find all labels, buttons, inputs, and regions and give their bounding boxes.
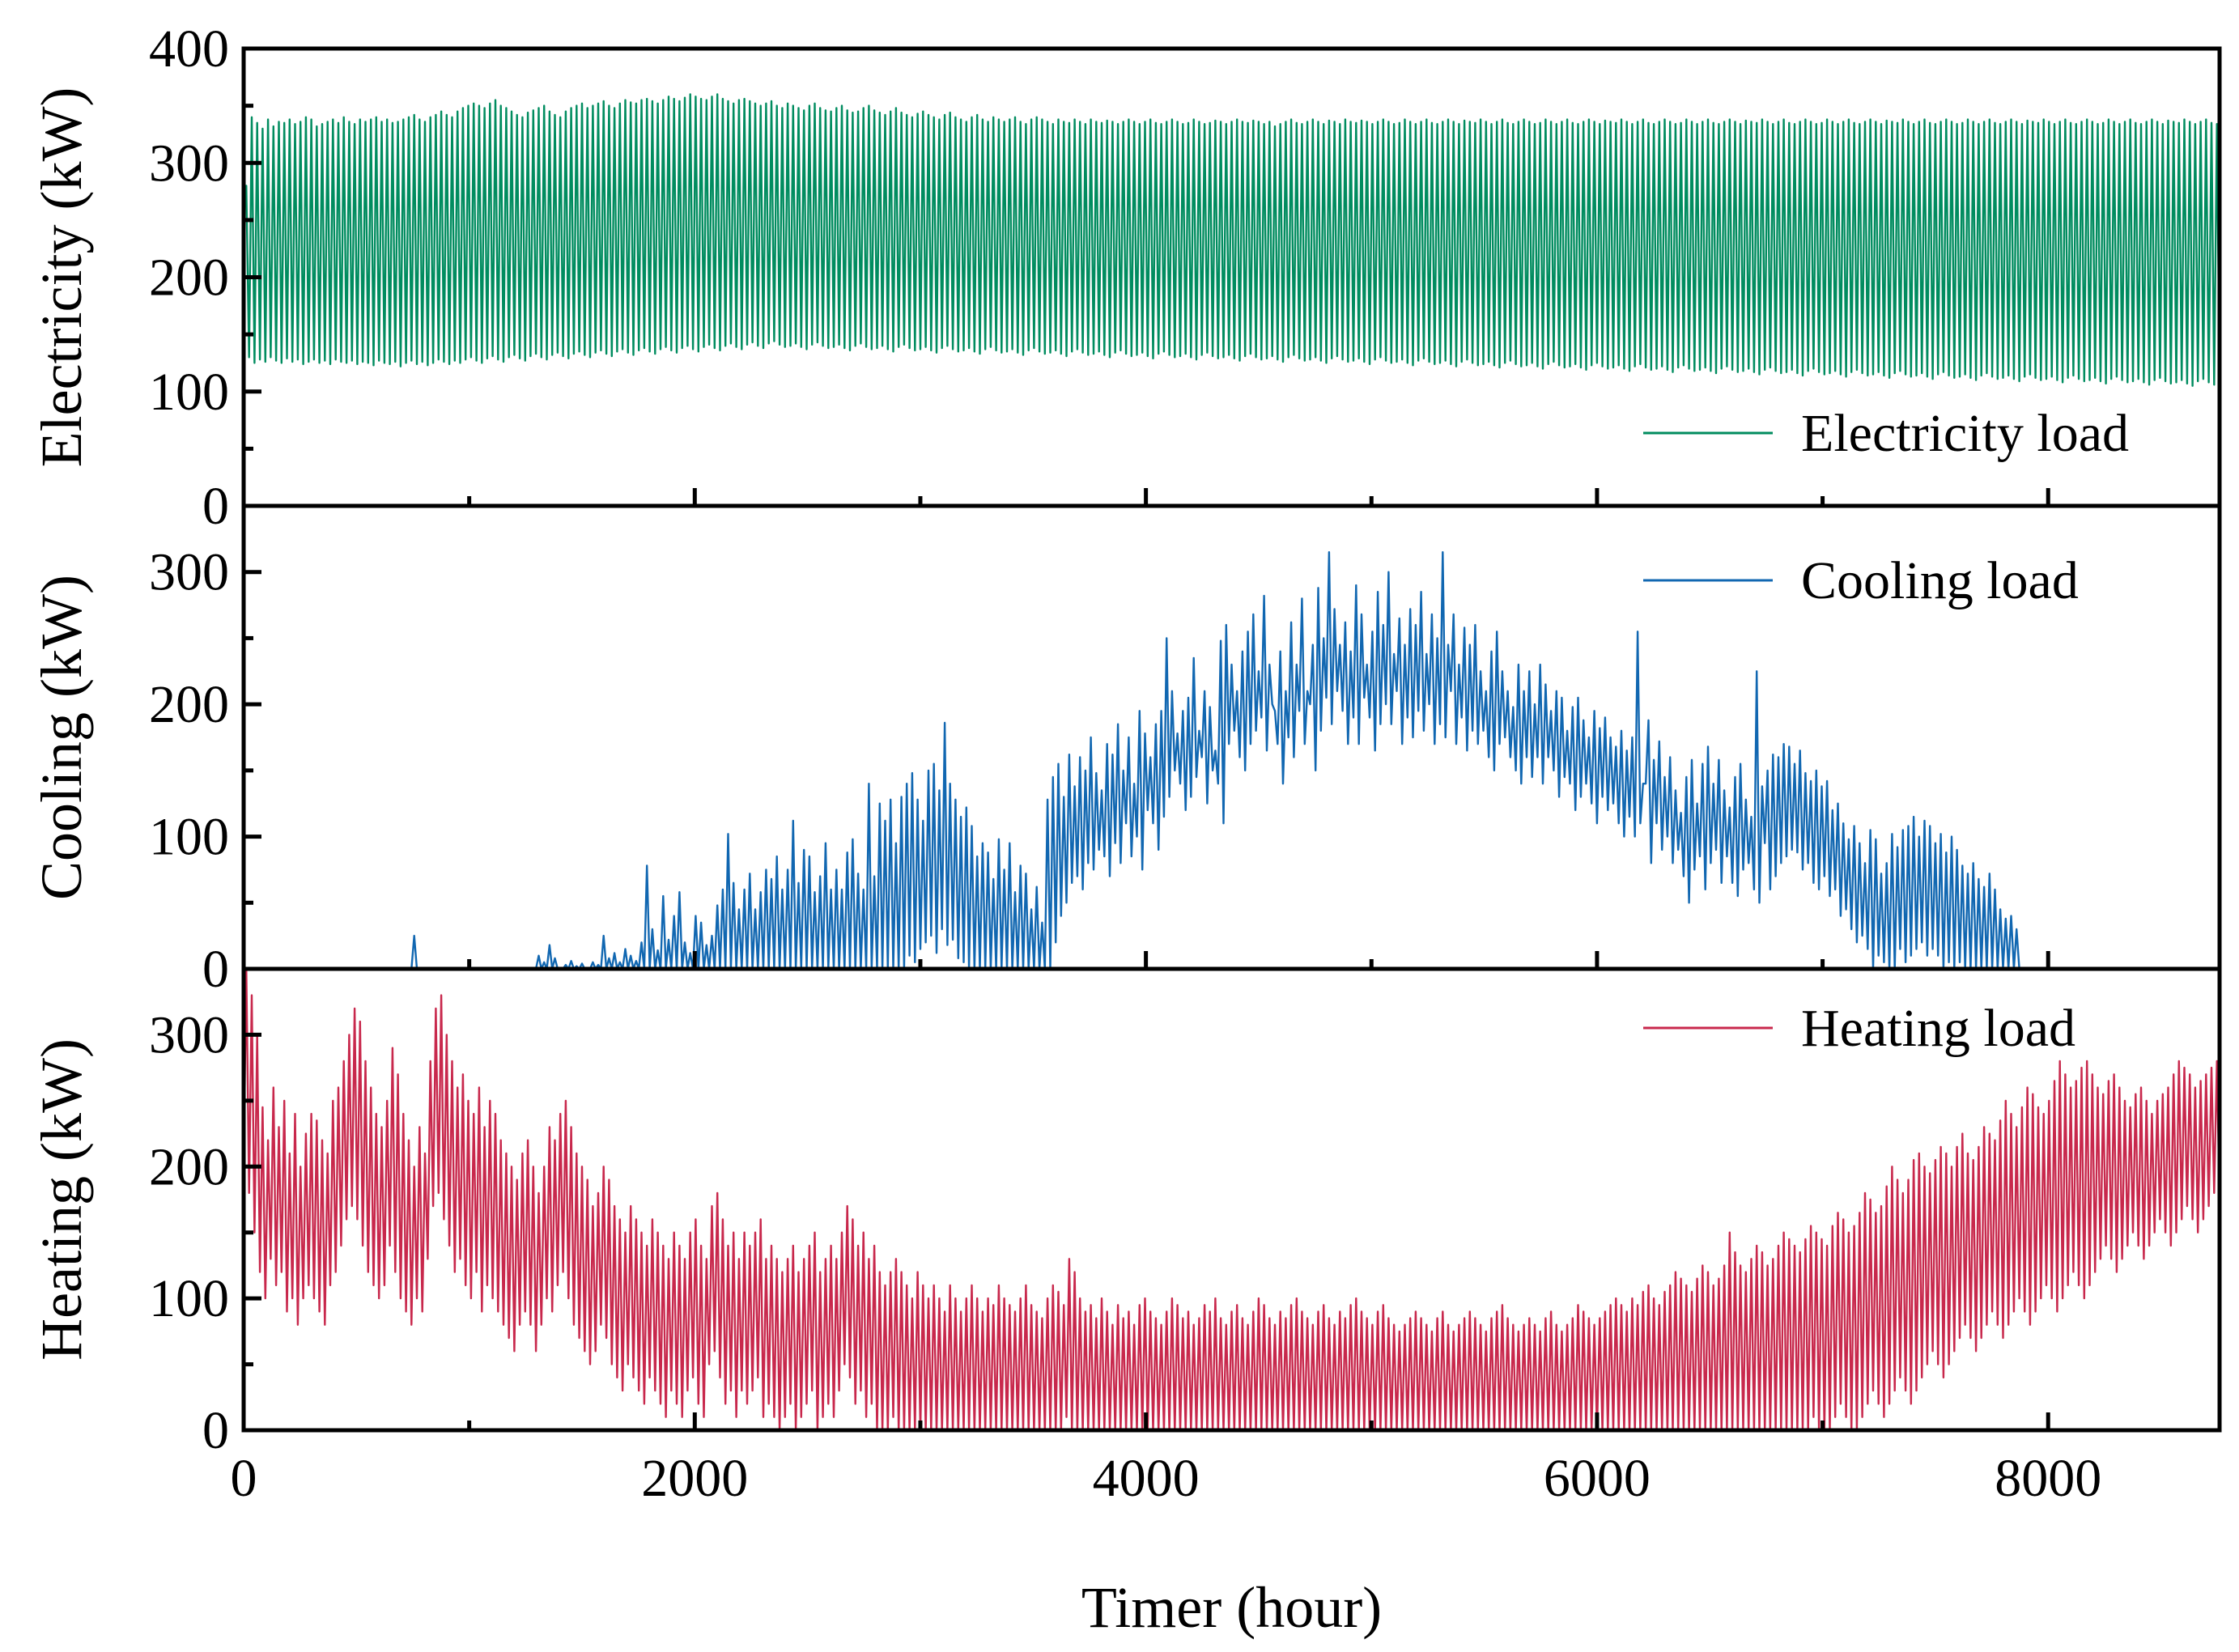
electricity-y-tick-label: 0 — [202, 477, 229, 536]
cooling-y-tick-label: 0 — [202, 940, 229, 999]
heating-y-tick-label: 300 — [149, 1005, 229, 1064]
electricity-legend-label: Electricity load — [1801, 404, 2129, 463]
x-tick-label: 8000 — [1995, 1449, 2101, 1508]
x-tick-label: 4000 — [1093, 1449, 1200, 1508]
electricity-y-tick-label: 200 — [149, 248, 229, 308]
electricity-panel: 0 100 200 300 400 Electricity (kW) Electrici… — [29, 19, 2222, 536]
heating-panel: 0 100 200 300 Heating (kW) Heating load — [29, 966, 2222, 1460]
x-tick-label: 0 — [231, 1449, 257, 1508]
x-axis-title: Timer (hour) — [1081, 1575, 1382, 1640]
electricity-y-tick-label: 100 — [149, 363, 229, 422]
heating-y-tick-label: 100 — [149, 1269, 229, 1328]
electricity-load-series — [242, 93, 2221, 387]
cooling-legend-label: Cooling load — [1801, 551, 2079, 610]
x-axis: 0 2000 4000 6000 8000 — [231, 488, 2101, 1508]
electricity-y-axis-title: Electricity (kW) — [29, 87, 94, 468]
cooling-load-series — [244, 551, 2220, 970]
heating-load-series — [242, 967, 2221, 1432]
heating-panel-frame — [241, 966, 2222, 1433]
cooling-y-tick-label: 300 — [149, 543, 229, 602]
electricity-y-axis: 0 100 200 300 400 — [149, 19, 261, 536]
x-tick-label: 6000 — [1544, 1449, 1651, 1508]
heating-y-tick-label: 0 — [202, 1401, 229, 1460]
electricity-y-tick-label: 400 — [149, 19, 229, 79]
electricity-load-line — [242, 93, 2221, 387]
heating-legend-label: Heating load — [1801, 999, 2075, 1058]
cooling-y-tick-label: 100 — [149, 808, 229, 867]
cooling-load-line — [244, 551, 2220, 970]
cooling-panel: 0 100 200 300 Cooling (kW) Cooling load — [29, 503, 2222, 999]
cooling-y-axis-title: Cooling (kW) — [29, 575, 94, 900]
x-tick-label: 2000 — [641, 1449, 748, 1508]
heating-y-axis-title: Heating (kW) — [29, 1038, 94, 1361]
heating-load-line — [242, 967, 2221, 1432]
cooling-y-axis: 0 100 200 300 — [149, 503, 261, 999]
heating-y-axis: 0 100 200 300 — [149, 966, 261, 1460]
cooling-y-tick-label: 200 — [149, 675, 229, 734]
heating-y-tick-label: 200 — [149, 1137, 229, 1196]
electricity-y-tick-label: 300 — [149, 134, 229, 193]
